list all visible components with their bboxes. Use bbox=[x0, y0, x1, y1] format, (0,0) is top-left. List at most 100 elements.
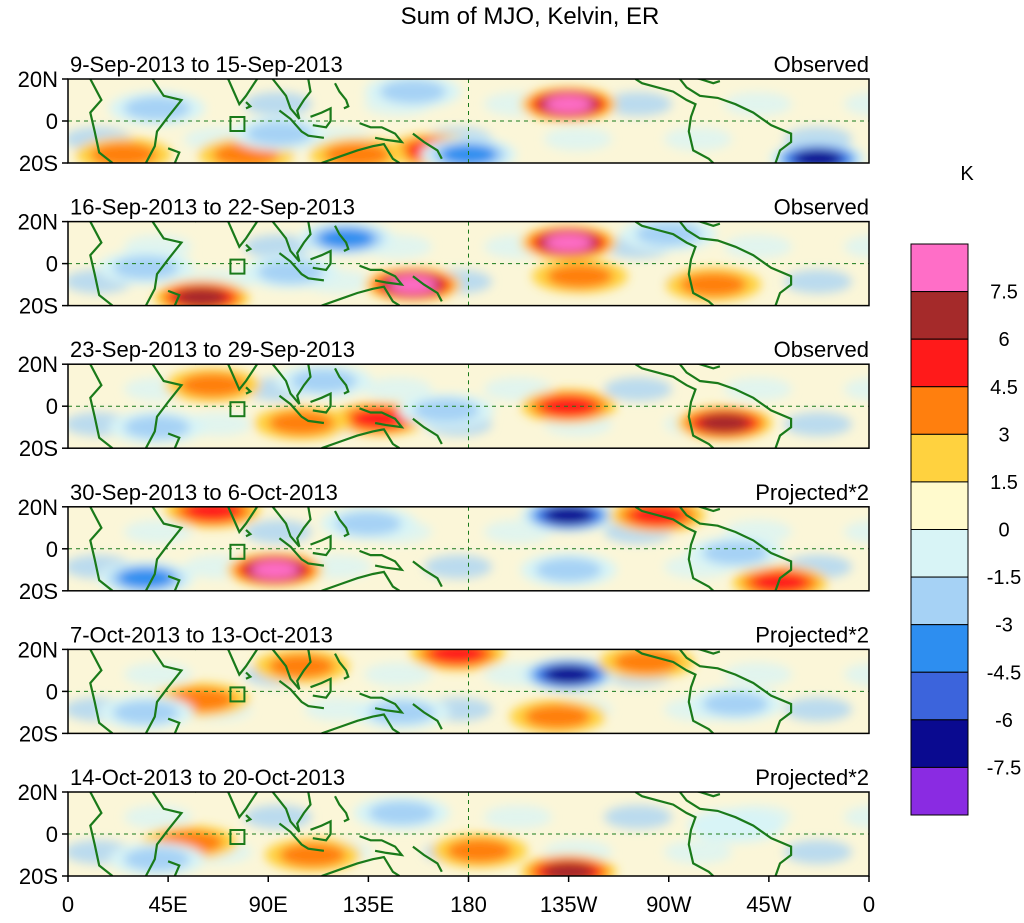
coastline bbox=[634, 792, 715, 876]
panels-group: 20N 0 20S 9-Sep-2013 to 15-Sep-2013 Observed… bbox=[18, 52, 870, 889]
coastline bbox=[321, 428, 401, 449]
anomaly-contour bbox=[446, 838, 513, 863]
coastlines bbox=[89, 221, 793, 306]
coastlines bbox=[89, 79, 793, 163]
anomaly-contour bbox=[702, 541, 769, 565]
background-texture bbox=[724, 377, 792, 402]
coastline bbox=[634, 649, 715, 734]
coastline bbox=[167, 717, 181, 734]
panel-date-range: 14-Oct-2013 to 20-Oct-2013 bbox=[70, 765, 345, 790]
anomaly-contour bbox=[184, 506, 241, 522]
coastline bbox=[334, 653, 350, 680]
background-texture bbox=[844, 377, 869, 401]
coastline bbox=[634, 506, 715, 591]
anomaly-field bbox=[68, 79, 869, 163]
anomaly-contour bbox=[176, 287, 227, 306]
anomaly-contour bbox=[257, 260, 324, 284]
colorbar-swatch bbox=[910, 291, 969, 340]
coastline bbox=[310, 106, 332, 129]
coastline bbox=[334, 225, 350, 252]
colorbar-swatch bbox=[910, 529, 969, 578]
colorbar-swatch bbox=[910, 576, 969, 626]
coastline bbox=[334, 367, 350, 395]
chart-title: Sum of MJO, Kelvin, ER bbox=[401, 3, 660, 30]
background-texture bbox=[724, 662, 792, 687]
coastlines bbox=[89, 506, 793, 591]
coastline bbox=[271, 364, 312, 405]
anomaly-contour bbox=[793, 149, 842, 163]
anomaly-contour bbox=[268, 654, 335, 679]
colorbar-swatch bbox=[910, 338, 969, 388]
background-texture bbox=[784, 269, 852, 294]
coastline bbox=[679, 649, 793, 734]
coastline bbox=[334, 82, 350, 110]
coastline bbox=[194, 221, 259, 249]
coastline bbox=[144, 221, 184, 306]
coastline bbox=[167, 575, 181, 591]
coastline bbox=[89, 221, 114, 306]
coastline bbox=[412, 560, 443, 588]
coastline bbox=[359, 407, 405, 429]
map-panel-3: 20N 0 20S 23-Sep-2013 to 29-Sep-2013 Observe… bbox=[18, 337, 870, 461]
coastlines bbox=[89, 792, 793, 876]
lat-tick-label: 0 bbox=[46, 394, 58, 419]
coastline bbox=[271, 649, 312, 691]
coastline bbox=[245, 386, 253, 395]
colorbar-swatch bbox=[910, 386, 969, 435]
coastlines bbox=[89, 364, 793, 449]
panel-label: Projected*2 bbox=[755, 480, 869, 505]
colorbar-level-label: 6 bbox=[998, 329, 1009, 351]
lat-tick-label: 0 bbox=[46, 822, 58, 847]
coastline bbox=[271, 221, 312, 263]
box-marker bbox=[229, 258, 246, 275]
anomaly-contour bbox=[124, 847, 190, 872]
coastline bbox=[310, 249, 332, 272]
coastline bbox=[310, 391, 332, 414]
coastline bbox=[245, 671, 253, 680]
lat-tick-label: 0 bbox=[46, 679, 58, 704]
anomaly-contour bbox=[613, 650, 680, 674]
background-texture bbox=[244, 92, 312, 116]
map-panel-6: 20N 0 20S 14-Oct-2013 to 20-Oct-2013 Project… bbox=[18, 765, 870, 889]
anomaly-contour bbox=[335, 511, 402, 536]
coastline bbox=[278, 822, 325, 852]
panel-date-range: 23-Sep-2013 to 29-Sep-2013 bbox=[70, 337, 355, 362]
coastline bbox=[634, 221, 715, 306]
background-texture bbox=[604, 377, 672, 402]
coastline bbox=[89, 649, 114, 734]
background-texture bbox=[604, 92, 672, 116]
coastline bbox=[89, 364, 114, 449]
coastline bbox=[679, 79, 793, 163]
anomaly-contour bbox=[379, 79, 446, 104]
coastline bbox=[412, 845, 443, 873]
lat-tick-label: 20S bbox=[19, 864, 58, 889]
lon-tick-label: 0 bbox=[62, 892, 74, 917]
colorbar-level-label: -7.5 bbox=[987, 757, 1021, 779]
coastline bbox=[271, 792, 312, 833]
coastline bbox=[695, 221, 721, 227]
coastline bbox=[144, 649, 184, 734]
anomaly-contour bbox=[546, 264, 613, 289]
panel-date-range: 7-Oct-2013 to 13-Oct-2013 bbox=[70, 622, 333, 647]
coastline bbox=[695, 506, 721, 513]
coastline bbox=[321, 142, 401, 163]
anomaly-contour bbox=[324, 142, 391, 163]
anomaly-contour bbox=[752, 572, 808, 591]
colorbar-level-label: -6 bbox=[995, 710, 1013, 732]
box-marker bbox=[229, 401, 246, 418]
anomaly-contour bbox=[368, 801, 435, 825]
anomaly-contour bbox=[117, 567, 174, 589]
colorbar-units: K bbox=[960, 163, 974, 185]
anomaly-contour bbox=[544, 233, 593, 252]
map-panel-5: 20N 0 20S 7-Oct-2013 to 13-Oct-2013 Projecte… bbox=[18, 622, 870, 746]
lat-tick-label: 0 bbox=[46, 109, 58, 134]
coastline bbox=[278, 394, 325, 425]
coastline bbox=[321, 285, 401, 306]
background-texture bbox=[604, 805, 672, 829]
anomaly-contour bbox=[543, 862, 595, 876]
coastline bbox=[194, 364, 259, 392]
lon-tick-label: 180 bbox=[450, 892, 487, 917]
colorbar-level-label: 1.5 bbox=[990, 472, 1018, 494]
anomaly-contour bbox=[268, 411, 335, 435]
